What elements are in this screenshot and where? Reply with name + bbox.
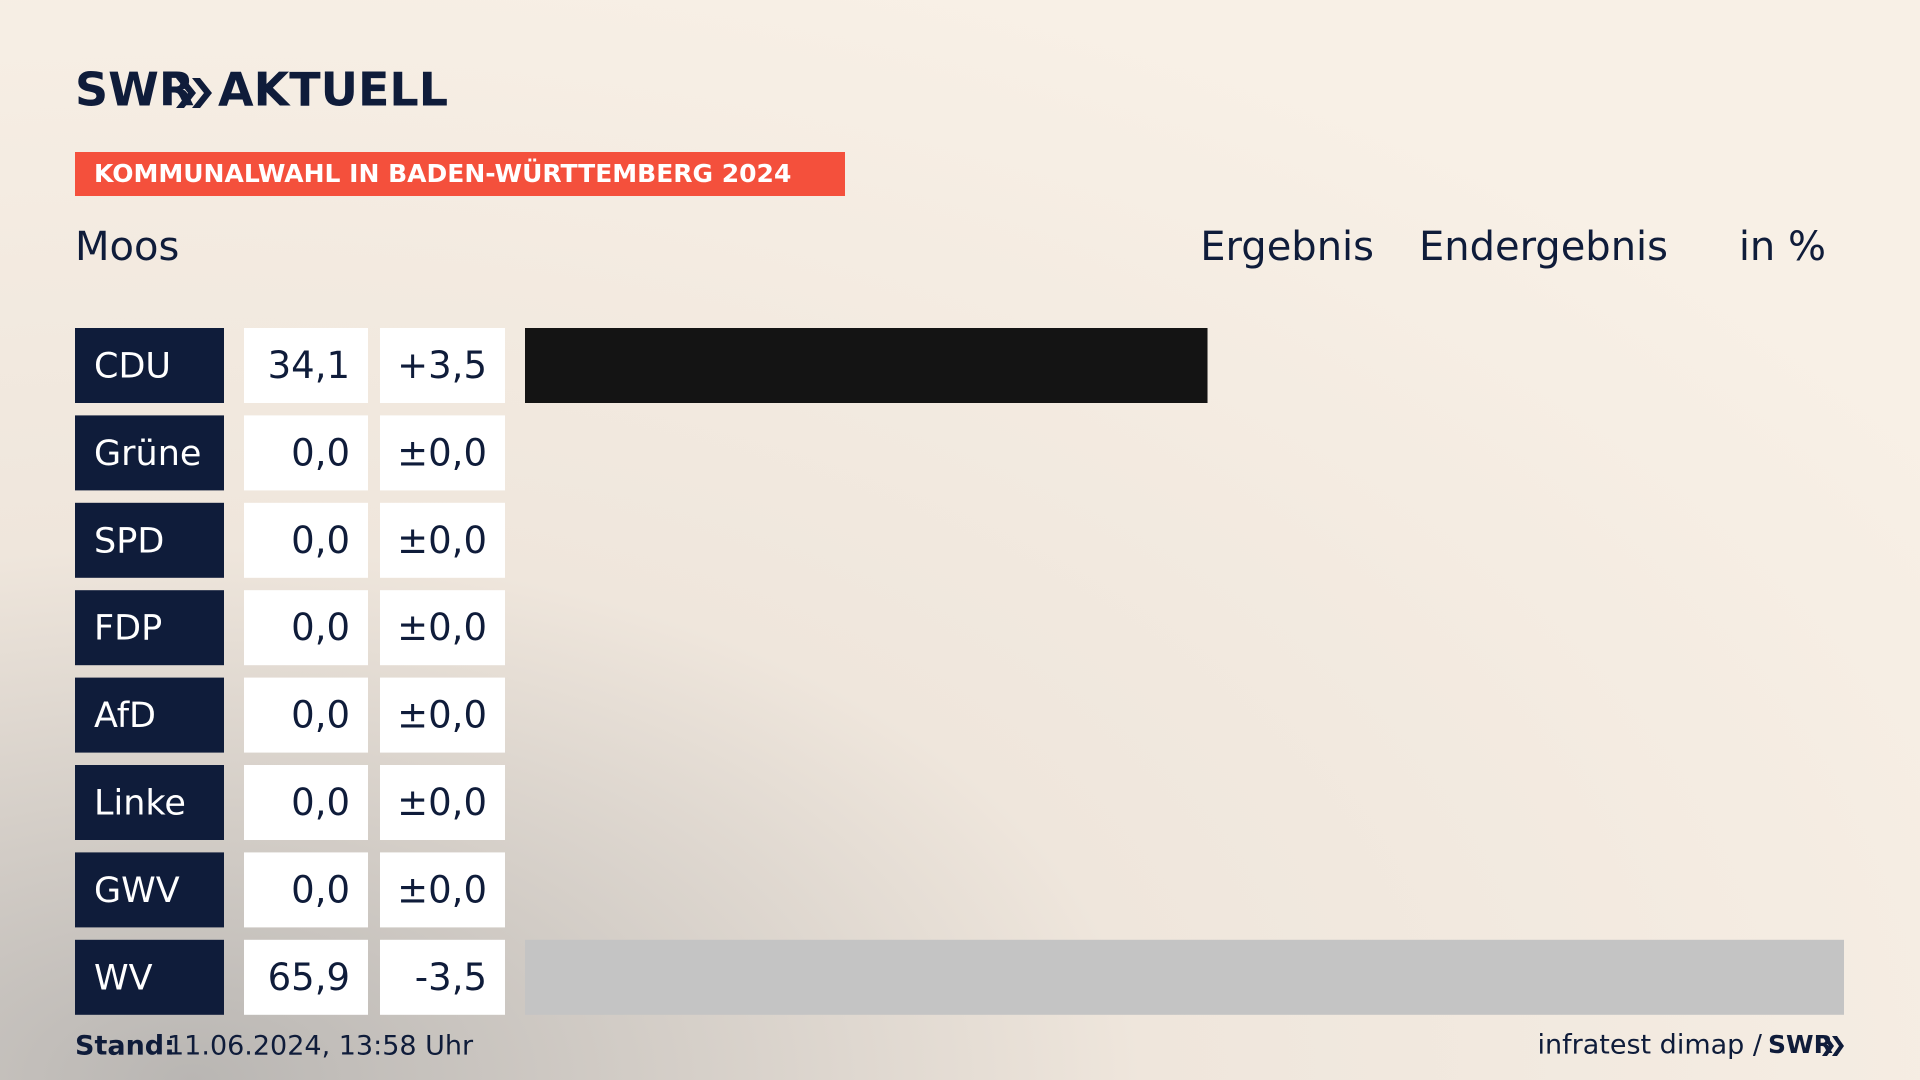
column-header: in %: [1739, 224, 1826, 270]
chart-title: Moos: [75, 224, 179, 270]
value-label: 0,0: [291, 606, 350, 649]
party-label: CDU: [94, 347, 171, 387]
change-label: ±0,0: [397, 606, 487, 649]
party-box: [75, 677, 224, 753]
change-label: +3,5: [397, 344, 487, 387]
change-box: [380, 415, 505, 491]
bar: [525, 939, 1844, 1015]
change-label: ±0,0: [397, 694, 487, 737]
value-label: 0,0: [291, 868, 350, 911]
logo-chevrons: [176, 78, 212, 108]
banner: [75, 152, 845, 196]
footer-chevrons: [1822, 1036, 1844, 1056]
change-box: [380, 939, 505, 1015]
party-box: [75, 590, 224, 666]
bar: [525, 328, 1208, 403]
source: infratest dimap /: [1537, 1030, 1762, 1061]
column-header: Ergebnis: [1200, 224, 1374, 270]
value-box: [244, 502, 368, 578]
value-box: [244, 765, 368, 840]
party-box: [75, 328, 224, 403]
value-label: 0,0: [291, 694, 350, 737]
party-label: Linke: [94, 784, 186, 824]
value-label: 0,0: [291, 781, 350, 824]
party-box: [75, 852, 224, 928]
value-box: [244, 590, 368, 666]
value-box: [244, 415, 368, 491]
change-label: ±0,0: [397, 519, 487, 562]
party-label: GWV: [94, 871, 180, 911]
stand-label: Stand:: [75, 1031, 175, 1062]
value-label: 0,0: [291, 431, 350, 474]
party-label: WV: [94, 958, 153, 998]
value-label: 0,0: [291, 519, 350, 562]
footer-logo: SWR: [1768, 1030, 1833, 1059]
change-box: [380, 502, 505, 578]
banner-text: KOMMUNALWAHL IN BADEN-WÜRTTEMBERG 2024: [94, 158, 791, 188]
change-box: [380, 590, 505, 666]
party-box: [75, 502, 224, 578]
party-label: SPD: [94, 521, 164, 561]
value-box: [244, 852, 368, 928]
change-label: -3,5: [415, 956, 487, 999]
column-header: Endergebnis: [1419, 224, 1668, 270]
value-box: [244, 328, 368, 403]
value-label: 65,9: [268, 956, 350, 999]
party-box: [75, 765, 224, 840]
change-box: [380, 328, 505, 403]
value-box: [244, 939, 368, 1015]
party-label: FDP: [94, 609, 162, 649]
section-title: AKTUELL: [218, 63, 448, 117]
value-label: 34,1: [268, 344, 350, 387]
logo: SWR: [75, 63, 194, 117]
change-box: [380, 765, 505, 840]
change-label: ±0,0: [397, 781, 487, 824]
stand-date: 11.06.2024, 13:58 Uhr: [167, 1031, 474, 1062]
change-box: [380, 852, 505, 928]
change-label: ±0,0: [397, 431, 487, 474]
value-box: [244, 677, 368, 753]
party-box: [75, 415, 224, 491]
party-box: [75, 939, 224, 1015]
change-label: ±0,0: [397, 868, 487, 911]
change-box: [380, 677, 505, 753]
party-label: AfD: [94, 696, 156, 736]
party-label: Grüne: [94, 434, 201, 474]
